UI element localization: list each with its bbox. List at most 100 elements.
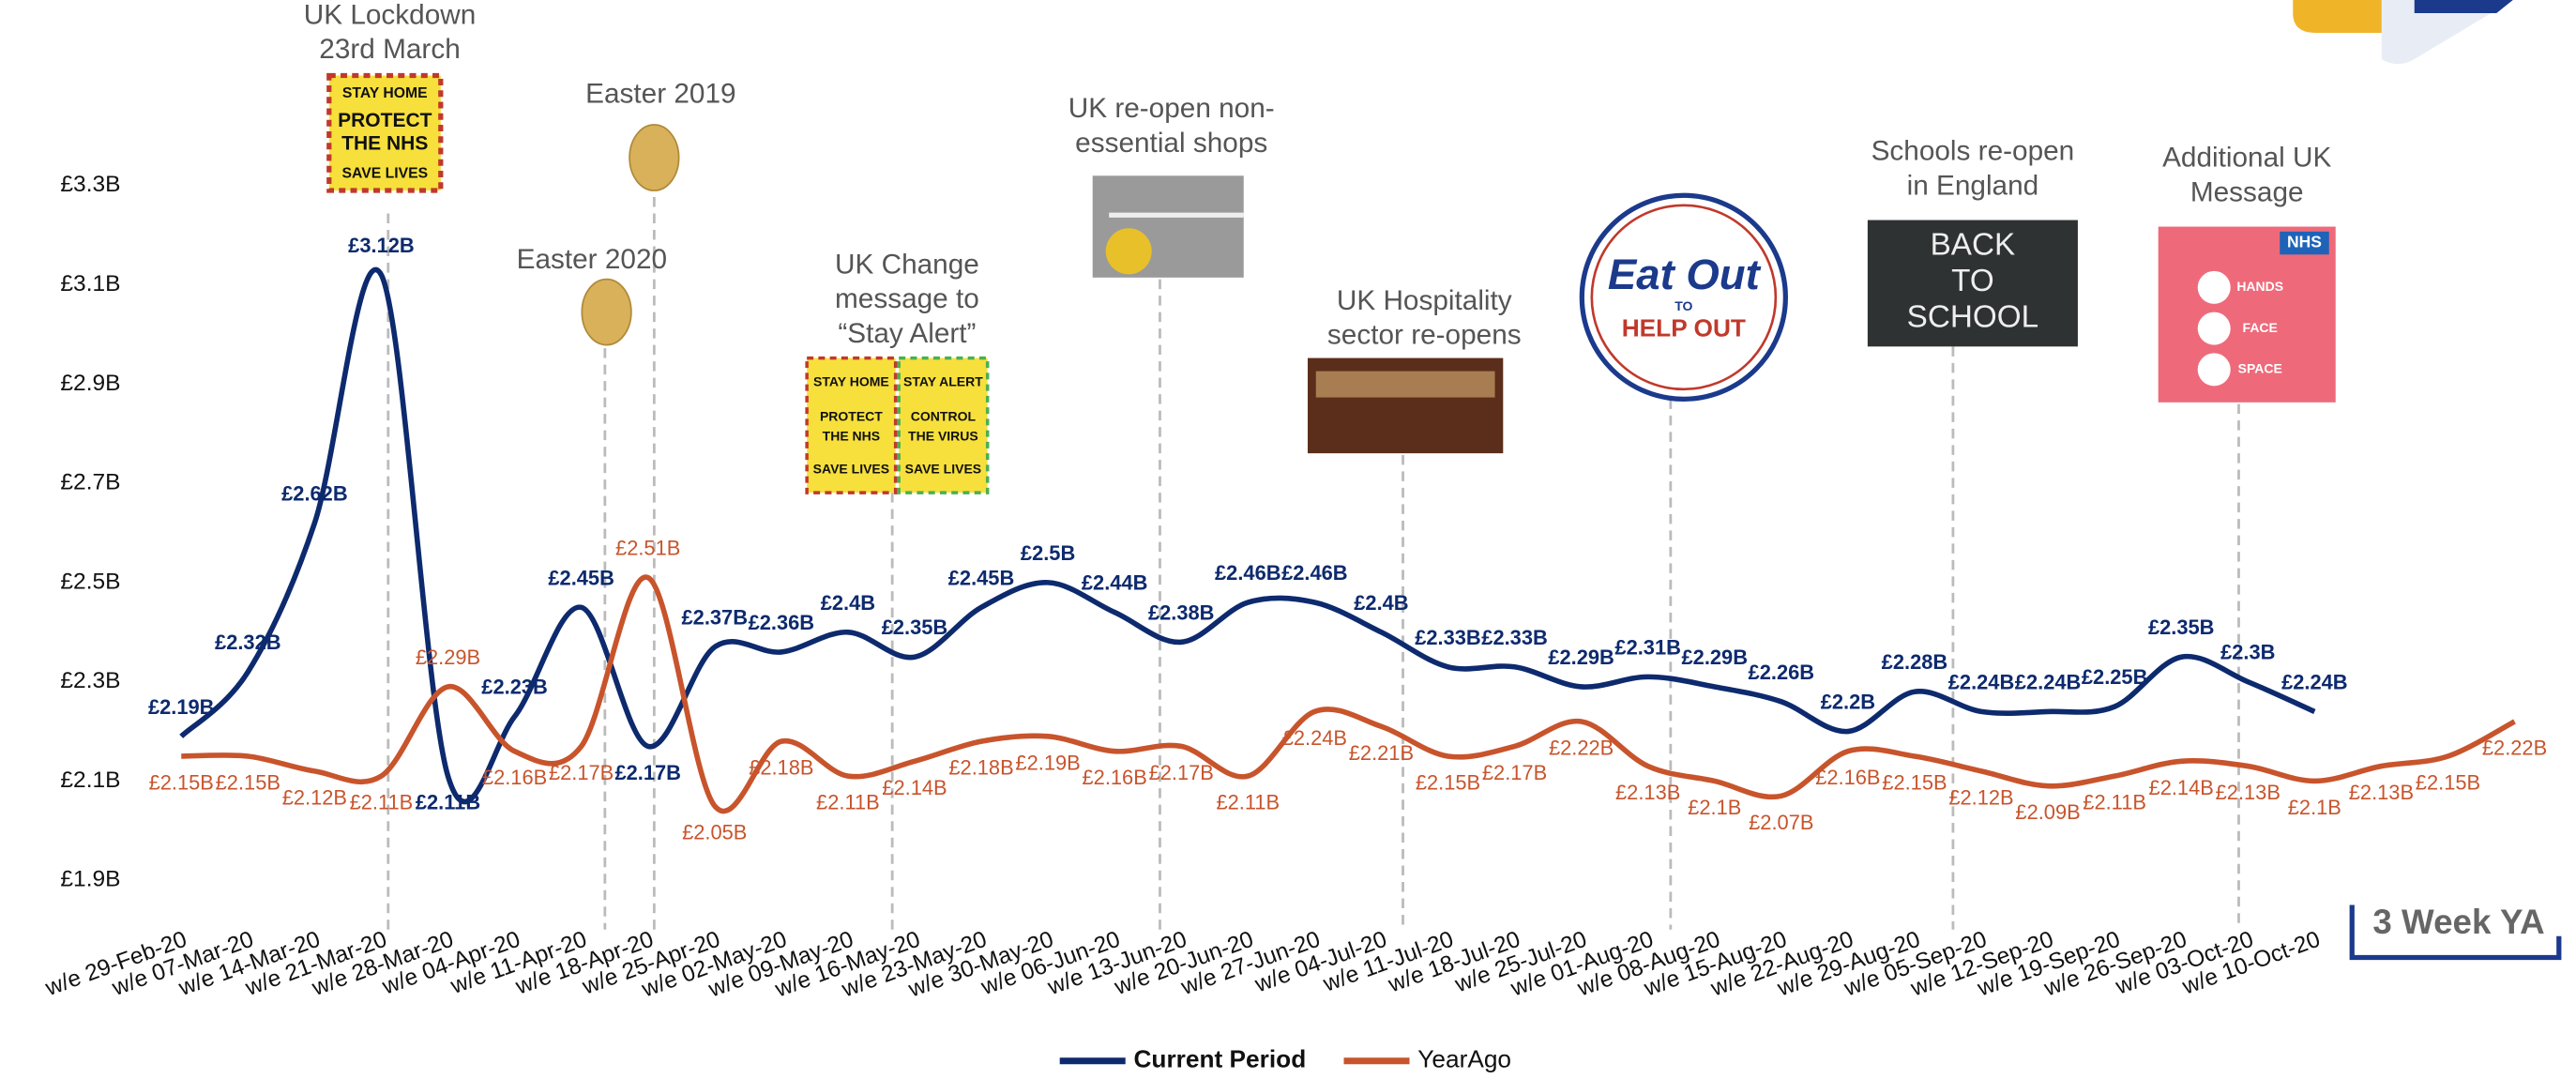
badge: 3 Week YA xyxy=(2372,903,2544,941)
sign-text: CONTROL xyxy=(911,408,977,423)
sign-text: NHS xyxy=(2287,233,2322,251)
data-label: £2.35B xyxy=(2148,615,2215,639)
data-label: £2.17B xyxy=(614,761,681,784)
data-label: £2.62B xyxy=(281,481,348,505)
data-label: £2.1B xyxy=(1688,796,1741,819)
data-label: £2.12B xyxy=(282,785,347,809)
data-label: £2.16B xyxy=(482,766,547,789)
series-line xyxy=(181,574,2516,814)
event-image xyxy=(2280,231,2329,255)
event-image xyxy=(581,278,632,346)
y-tick-label: £3.1B xyxy=(60,271,120,296)
badge-frame xyxy=(2349,904,2562,961)
event-image xyxy=(897,356,990,494)
data-label: £2.45B xyxy=(548,566,614,589)
data-label: £2.37B xyxy=(682,606,749,630)
y-tick-label: £2.3B xyxy=(60,668,120,693)
data-label: £2.31B xyxy=(1614,635,1681,659)
event-label: “Stay Alert” xyxy=(838,318,976,349)
data-label: £2.24B xyxy=(1282,726,1347,750)
data-label: £2.44B xyxy=(1082,571,1148,595)
event-label: UK Change xyxy=(835,249,979,280)
sign-text: STAY ALERT xyxy=(903,374,983,389)
data-label: £2.15B xyxy=(216,771,280,795)
data-label: £2.4B xyxy=(1354,591,1408,615)
data-label: £2.33B xyxy=(1481,626,1548,649)
data-label: £2.13B xyxy=(2349,781,2414,804)
y-tick-label: £2.9B xyxy=(60,371,120,396)
data-label: £2.11B xyxy=(1216,791,1280,814)
sign-text: PROTECT xyxy=(338,110,432,131)
data-label: £2.2B xyxy=(1821,691,1875,714)
event-label: Schools re-open xyxy=(1871,136,2075,167)
sign-text: THE NHS xyxy=(341,133,428,155)
data-label: £2.35B xyxy=(882,615,948,639)
sign-text: TO xyxy=(1951,264,1994,298)
y-tick-label: £2.5B xyxy=(60,569,120,594)
data-label: £2.38B xyxy=(1148,600,1215,624)
event-label: in England xyxy=(1907,170,2039,201)
series-line xyxy=(179,266,2316,805)
sign-text: THE NHS xyxy=(823,428,880,443)
data-label: £2.19B xyxy=(148,695,214,719)
event-label: UK re-open non- xyxy=(1068,93,1275,124)
event-label: UK Lockdown xyxy=(304,0,477,30)
data-label: £2.22B xyxy=(1549,737,1614,760)
data-label: £2.15B xyxy=(1882,771,1947,795)
event-label: Message xyxy=(2190,176,2304,207)
data-label: £2.36B xyxy=(749,611,814,634)
event-image xyxy=(326,72,444,193)
data-label: £2.3B xyxy=(2220,641,2275,664)
data-label: £2.24B xyxy=(1948,670,2015,693)
event-label: Additional UK xyxy=(2162,143,2331,174)
data-label: £2.12B xyxy=(1948,785,2013,809)
event-label: 23rd March xyxy=(319,34,460,65)
data-label: £2.18B xyxy=(749,756,813,780)
data-label: £2.11B xyxy=(2083,791,2146,814)
event-label: Easter 2020 xyxy=(517,244,667,275)
event-label: message to xyxy=(835,283,979,314)
data-label: £2.22B xyxy=(2482,737,2547,760)
data-label: £2.23B xyxy=(481,676,548,699)
data-label: £2.11B xyxy=(816,791,880,814)
sign-text: Eat Out xyxy=(1608,251,1762,298)
event-label: UK Hospitality xyxy=(1337,285,1512,316)
event-image xyxy=(1315,371,1495,398)
data-label: £2.45B xyxy=(948,566,1015,589)
event-label: essential shops xyxy=(1075,128,1267,159)
data-label: £2.09B xyxy=(2015,800,2080,824)
event-image xyxy=(2197,312,2231,345)
event-image xyxy=(1579,192,1788,402)
data-label: £2.24B xyxy=(2015,670,2082,693)
sign-text: SAVE LIVES xyxy=(813,461,889,476)
data-label: £2.4B xyxy=(821,591,875,615)
sign-text: SAVE LIVES xyxy=(341,166,428,182)
logo-shape xyxy=(2414,0,2513,14)
data-label: £2.46B xyxy=(1281,561,1348,585)
sign-text: FACE xyxy=(2243,320,2278,335)
sign-text: PROTECT xyxy=(820,408,883,423)
data-label: £2.32B xyxy=(215,631,281,654)
event-image xyxy=(2158,226,2336,403)
data-label: £2.1B xyxy=(2288,796,2341,819)
data-label: £2.21B xyxy=(1349,741,1414,765)
y-tick-label: £1.9B xyxy=(60,867,120,892)
data-label: £2.25B xyxy=(2082,665,2148,689)
data-label: £2.29B xyxy=(1548,646,1614,669)
sign-text: TO xyxy=(1674,298,1692,313)
data-label: £2.07B xyxy=(1749,811,1813,834)
legend-label: YearAgo xyxy=(1417,1045,1511,1073)
event-image xyxy=(629,124,680,191)
sign-text: THE VIRUS xyxy=(908,428,978,443)
data-label: £2.16B xyxy=(1083,766,1147,789)
data-label: £2.14B xyxy=(2149,776,2214,799)
sign-text: SPACE xyxy=(2238,361,2282,376)
data-label: £2.13B xyxy=(2216,781,2281,804)
data-label: £2.15B xyxy=(2416,771,2480,795)
sign-text: STAY HOME xyxy=(813,374,889,389)
data-label: £2.05B xyxy=(682,820,747,843)
data-label: £2.46B xyxy=(1215,561,1281,585)
event-image xyxy=(805,356,898,494)
data-label: £3.12B xyxy=(348,234,415,257)
data-label: £2.5B xyxy=(1021,541,1075,565)
